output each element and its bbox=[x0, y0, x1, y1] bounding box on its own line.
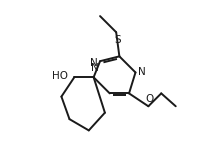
Text: S: S bbox=[114, 35, 121, 45]
Text: N: N bbox=[91, 63, 98, 73]
Text: HO: HO bbox=[52, 71, 68, 81]
Text: N: N bbox=[138, 67, 146, 77]
Text: N: N bbox=[90, 58, 98, 68]
Text: O: O bbox=[145, 94, 153, 104]
